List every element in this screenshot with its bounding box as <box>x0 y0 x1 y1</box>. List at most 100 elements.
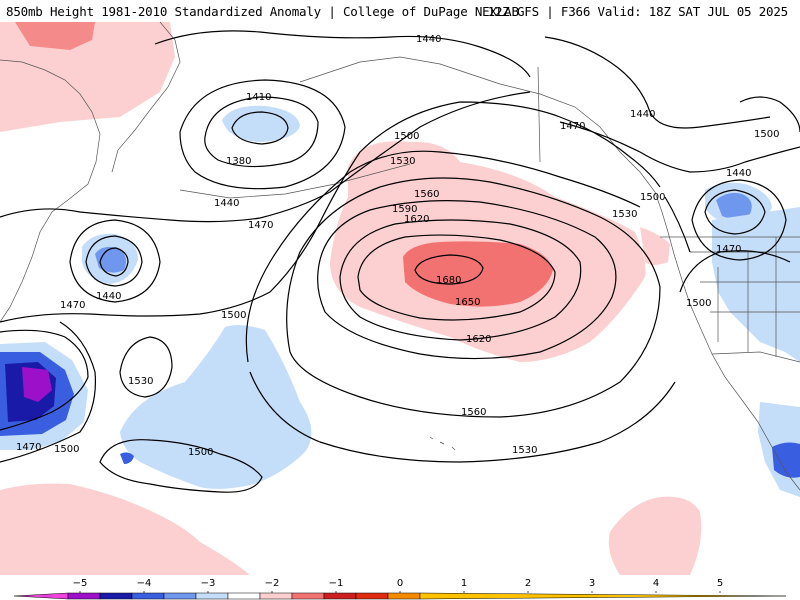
alaska-border <box>537 66 541 163</box>
model-run-info: 12Z GFS | F366 Valid: 18Z SAT JUL 05 202… <box>487 4 789 19</box>
contour-1410 <box>204 96 319 168</box>
contour-1470-low-ne <box>691 179 787 261</box>
contour-label: 1440 <box>726 168 751 179</box>
contour-1440-ne <box>544 36 771 129</box>
contour-1530-large <box>245 150 641 363</box>
legend-tick-label: −5 <box>73 578 88 589</box>
legend-color-segment <box>99 592 133 600</box>
contour-label: 1530 <box>612 209 637 220</box>
contour-1470-west-low <box>0 329 89 431</box>
contour-1440-low-ne <box>704 189 766 235</box>
contour-label: 1500 <box>54 444 79 455</box>
moderate-negative-small-low <box>95 246 126 273</box>
asia-coast <box>0 59 101 323</box>
contour-small-low-inner <box>99 247 129 277</box>
contour-1530-loop <box>119 336 173 398</box>
positive-anomaly-coast <box>640 227 670 265</box>
contour-1500-west <box>0 101 661 323</box>
color-scale-bar <box>13 592 787 600</box>
contour-1530-south <box>249 371 676 463</box>
mexico-border <box>711 351 800 363</box>
contour-1500-south <box>99 439 263 493</box>
legend-tick-label: 3 <box>589 578 595 589</box>
contour-1380 <box>231 111 289 145</box>
strong-positive-anomaly-high <box>403 241 553 307</box>
legend-color-segment <box>67 592 101 600</box>
contour-label: 1620 <box>404 214 429 225</box>
legend-color-segment <box>387 592 421 600</box>
legend-color-segment <box>291 592 325 600</box>
contour-label: 1440 <box>214 198 239 209</box>
contour-label: 1470 <box>60 300 85 311</box>
positive-anomaly-se <box>608 496 702 575</box>
contour-label: 1470 <box>16 442 41 453</box>
contour-1530-inland <box>664 196 691 253</box>
contour-label: 1380 <box>226 156 251 167</box>
contour-1680 <box>414 254 484 285</box>
alaska-coast <box>299 56 663 213</box>
legend-tick-label: −1 <box>329 578 344 589</box>
contour-label: 1620 <box>466 334 491 345</box>
legend-tick-label: 0 <box>397 578 403 589</box>
height-contours <box>0 30 800 493</box>
contour-label: 1560 <box>461 407 486 418</box>
contour-1500-west-low <box>0 321 97 463</box>
kamchatka-coast <box>111 22 181 173</box>
contour-label: 1440 <box>416 34 441 45</box>
positive-anomaly-nw <box>0 22 175 132</box>
contour-label: 1530 <box>390 156 415 167</box>
legend-tick-label: −4 <box>137 578 152 589</box>
contour-label: 1680 <box>436 275 461 286</box>
positive-anomaly-sw <box>0 483 250 575</box>
contour-1470-ne <box>559 121 800 173</box>
negative-anomaly-low-1380 <box>222 105 300 142</box>
contour-label: 1470 <box>560 121 585 132</box>
color-scale-ticks: −5 −4 −3 −2 −1 0 1 2 3 4 5 <box>73 578 723 593</box>
contour-label: 1440 <box>96 291 121 302</box>
contour-label: 1410 <box>246 92 271 103</box>
legend-color-segment <box>259 592 293 600</box>
aleutians <box>179 163 411 199</box>
legend-tick-label: −2 <box>265 578 280 589</box>
contour-label: 1530 <box>512 445 537 456</box>
extreme-negative-west <box>22 367 52 402</box>
contour-label: 1440 <box>630 109 655 120</box>
contour-1440-small-low <box>85 235 143 287</box>
contour-label: 1470 <box>716 244 741 255</box>
contour-label: 1500 <box>640 192 665 203</box>
contour-label: 1500 <box>754 129 779 140</box>
legend-color-segment <box>355 592 389 600</box>
us-state-lines <box>690 237 800 357</box>
legend-color-segment <box>195 592 229 600</box>
legend-tick-label: 4 <box>653 578 659 589</box>
contour-1470-small-low <box>69 219 161 303</box>
map-title: 850mb Height 1981-2010 Standardized Anom… <box>6 4 519 19</box>
contour-1620 <box>339 219 582 341</box>
legend-color-segment <box>227 592 261 600</box>
contour-1470-band <box>0 91 531 223</box>
contour-label: 1500 <box>686 298 711 309</box>
legend-color-segment <box>323 592 357 600</box>
contour-label: 1500 <box>221 310 246 321</box>
contour-label: 1470 <box>248 220 273 231</box>
negative-anomaly-small-spot <box>120 452 134 464</box>
contour-label: 1650 <box>455 297 480 308</box>
strong-negative-anomaly-mexico <box>772 442 800 478</box>
anomaly-shading <box>0 22 800 575</box>
legend-tick-label: −3 <box>201 578 216 589</box>
contour-1590 <box>317 200 617 360</box>
anomaly-map: 1440 1410 1380 1440 1470 1440 1470 1500 … <box>0 22 800 575</box>
contour-label: 1500 <box>188 447 213 458</box>
contour-label: 1590 <box>392 204 417 215</box>
contour-labels: 1440 1410 1380 1440 1470 1440 1470 1500 … <box>16 34 779 458</box>
contour-label: 1500 <box>394 131 419 142</box>
contour-1560-outer <box>286 177 661 418</box>
hawaii <box>429 436 456 451</box>
negative-anomaly-inland <box>712 207 800 362</box>
legend-tick-label: 1 <box>461 578 467 589</box>
legend-max-arrow <box>419 592 787 600</box>
color-scale-legend: −5 −4 −3 −2 −1 0 1 2 3 4 5 <box>0 575 800 600</box>
legend-tick-label: 2 <box>525 578 531 589</box>
geography-lines <box>0 22 800 491</box>
moderate-negative-low-440 <box>716 192 752 219</box>
